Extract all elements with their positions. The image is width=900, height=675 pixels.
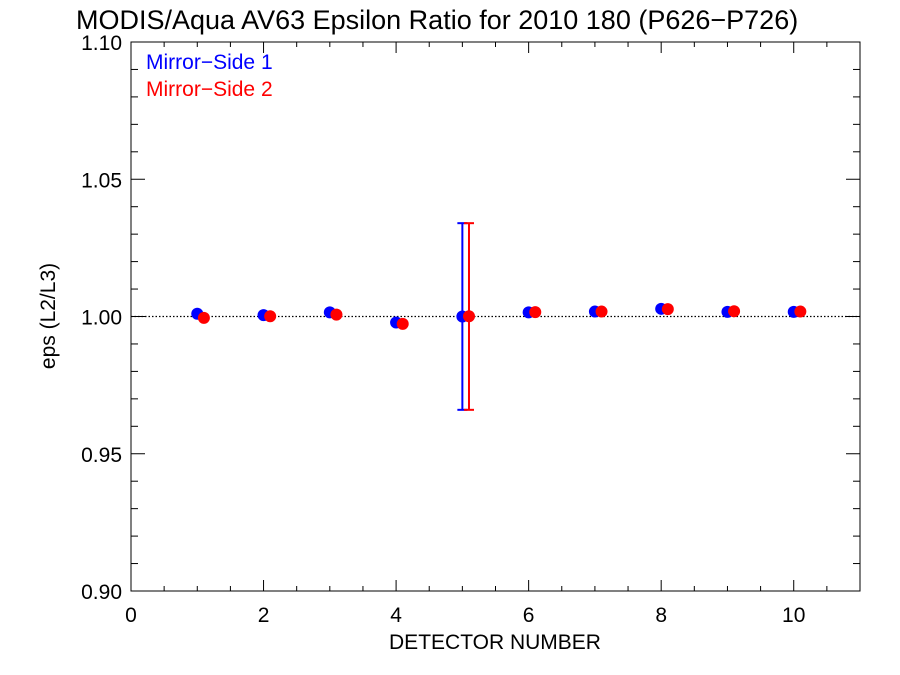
y-axis-label: eps (L2/L3) — [37, 263, 60, 369]
data-point-series-2 — [264, 310, 277, 323]
data-point-series-2 — [197, 311, 210, 324]
data-point-series-2 — [462, 310, 475, 323]
legend-mirror-side-1: Mirror−Side 1 — [146, 51, 273, 74]
chart-title: MODIS/Aqua AV63 Epsilon Ratio for 2010 1… — [76, 5, 798, 35]
data-point-series-2 — [595, 305, 608, 318]
x-tick-label: 4 — [390, 604, 402, 627]
data-point-series-2 — [396, 317, 409, 330]
data-point-series-2 — [330, 308, 343, 321]
axis-tick-labels: 0 2 4 6 8 10 0.90 0.95 1.00 1.05 1.10 — [81, 32, 805, 627]
x-tick-label: 2 — [258, 604, 270, 627]
x-tick-label: 0 — [125, 604, 137, 627]
y-tick-label: 0.95 — [81, 444, 122, 467]
data-marks — [191, 222, 807, 411]
x-tick-label: 8 — [655, 604, 667, 627]
x-tick-label: 6 — [523, 604, 535, 627]
y-tick-label: 1.05 — [81, 169, 122, 192]
legend-mirror-side-2: Mirror−Side 2 — [146, 78, 273, 101]
y-tick-label: 1.10 — [81, 32, 122, 55]
x-tick-label: 10 — [782, 604, 805, 627]
x-axis-label: DETECTOR NUMBER — [389, 631, 601, 654]
data-point-series-2 — [661, 303, 674, 316]
y-tick-label: 0.90 — [81, 581, 122, 604]
axis-ticks — [130, 41, 861, 592]
data-point-series-2 — [728, 305, 741, 318]
data-point-series-2 — [794, 305, 807, 318]
y-tick-label: 1.00 — [81, 307, 122, 330]
data-point-series-2 — [529, 306, 542, 319]
